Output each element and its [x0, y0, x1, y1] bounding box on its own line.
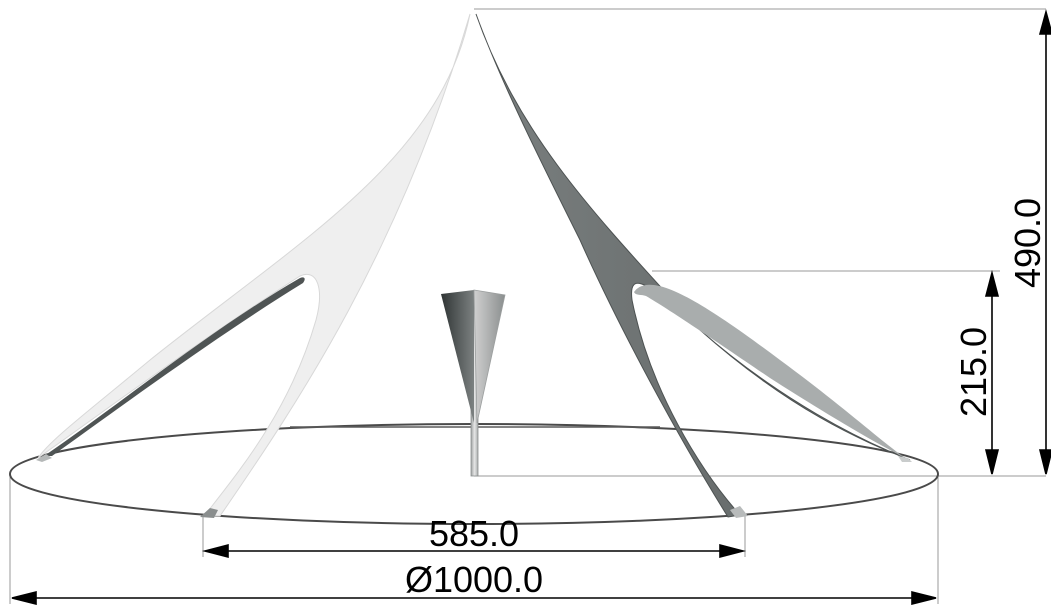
dimension-lines: [11, 8, 1051, 605]
arrow-arch-height-bottom: [984, 449, 1000, 475]
center-cone: [441, 289, 506, 424]
center-cone-left-face: [441, 290, 474, 423]
canopy-left-panel-face: [37, 13, 471, 517]
canopy-left-foot-cap: [200, 508, 218, 518]
arrow-arch-span-left: [201, 543, 229, 559]
dimension-label-diameter: Ø1000.0: [405, 559, 543, 600]
arrow-arch-height-top: [984, 269, 1000, 297]
canopy-left-arch-shadow: [44, 277, 305, 456]
canopy-right-foot-cap: [730, 506, 748, 518]
arrow-total-height-bottom: [1038, 449, 1051, 475]
arrow-diameter-right: [911, 590, 937, 605]
extension-lines: [9, 8, 1046, 604]
canopy-right-arch-inner: [634, 284, 905, 458]
canopy-right-tip-cap: [898, 456, 912, 462]
center-cone-right-face: [473, 289, 506, 424]
canopy-right-panel-face: [475, 13, 911, 518]
canopy-left-panel: [36, 13, 471, 518]
arrow-arch-span-right: [719, 543, 747, 559]
dimension-label-arch-span: 585.0: [429, 513, 519, 554]
dimension-label-arch-height: 215.0: [953, 327, 994, 417]
dimension-label-total-height: 490.0: [1007, 198, 1048, 288]
canopy-left-tip-cap: [36, 454, 52, 462]
canopy-right-panel: [475, 13, 912, 518]
arrow-total-height-top: [1038, 8, 1051, 35]
arrow-diameter-left: [11, 590, 37, 605]
